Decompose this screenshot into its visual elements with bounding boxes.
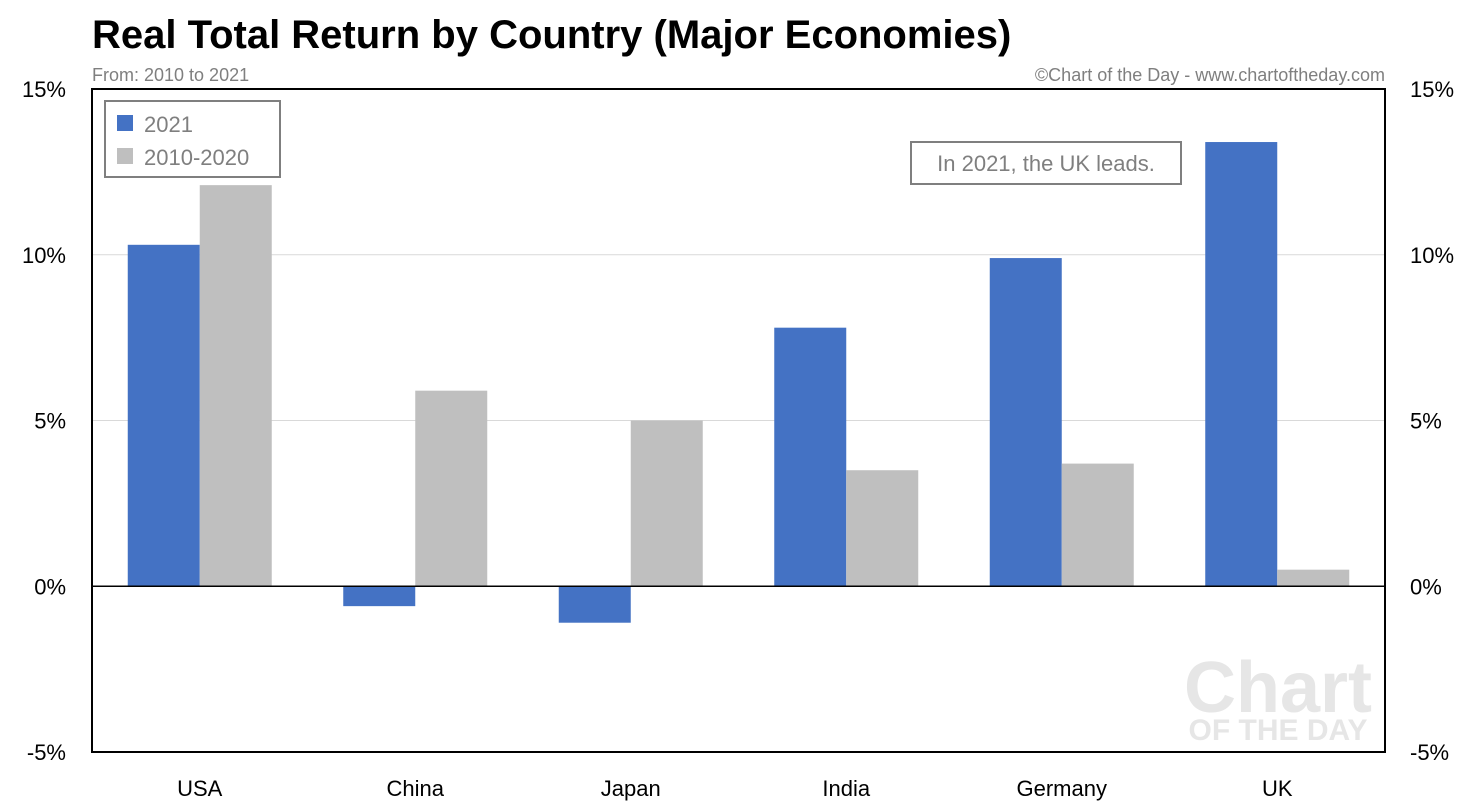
bar-uk-2021 [1205,142,1278,587]
y-axis-right-labels: 15% 10% 5% 0% -5% [1410,77,1454,765]
legend: 2021 2010-2020 [104,100,281,178]
bar-india-2021 [774,327,847,587]
y-tick-label-left: 5% [34,409,66,434]
y-tick-label-right: 10% [1410,243,1454,268]
chart-source: ©Chart of the Day - www.chartoftheday.co… [1035,65,1385,85]
bar-india-2010-2020 [846,470,919,587]
y-tick-label-right: 5% [1410,409,1442,434]
chart-title: Real Total Return by Country (Major Econ… [92,13,1011,57]
bar-china-2021 [343,586,416,607]
bar-japan-2010-2020 [630,420,703,587]
y-tick-label-left: 10% [22,243,66,268]
watermark-logo: Chart OF THE DAY [1184,648,1372,747]
y-tick-label-right: 15% [1410,77,1454,102]
x-tick-label-china: China [387,776,445,801]
watermark-line2: OF THE DAY [1189,714,1368,747]
y-axis-left-labels: 15% 10% 5% 0% -5% [22,77,66,765]
legend-swatch-2010-2020 [117,148,133,164]
y-tick-label-left: -5% [27,740,66,765]
y-tick-label-left: 15% [22,77,66,102]
plot-frame [91,88,1386,753]
bar-china-2010-2020 [415,390,488,587]
annotation: In 2021, the UK leads. [910,141,1182,185]
bar-usa-2021 [127,244,200,587]
bar-usa-2010-2020 [199,185,272,587]
x-tick-label-india: India [822,776,870,801]
y-tick-label-left: 0% [34,574,66,599]
axes [91,88,1386,753]
x-tick-label-germany: Germany [1017,776,1107,801]
annotation-text: In 2021, the UK leads. [937,151,1155,176]
legend-box [104,100,281,178]
x-tick-label-usa: USA [177,776,223,801]
x-tick-label-uk: UK [1262,776,1293,801]
gridlines [92,254,1385,421]
y-tick-label-right: -5% [1410,740,1449,765]
y-tick-label-right: 0% [1410,574,1442,599]
legend-label-2010-2020: 2010-2020 [144,145,249,170]
x-tick-label-japan: Japan [601,776,661,801]
bars [127,142,1350,623]
legend-label-2021: 2021 [144,112,193,137]
annotation-box [910,141,1182,185]
x-axis-labels: USA China Japan India Germany UK [177,776,1293,801]
bar-germany-2010-2020 [1061,463,1134,587]
chart-subtitle: From: 2010 to 2021 [92,65,249,85]
bar-japan-2021 [558,586,631,623]
watermark-line1: Chart [1184,648,1372,728]
legend-swatch-2021 [117,115,133,131]
bar-uk-2010-2020 [1277,569,1350,587]
bar-germany-2021 [989,258,1062,587]
